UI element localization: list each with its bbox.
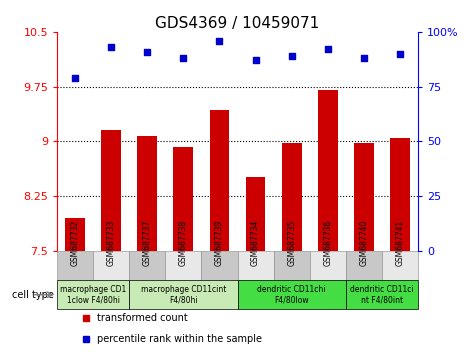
Bar xyxy=(65,218,85,251)
Bar xyxy=(57,280,129,309)
Text: GSM687740: GSM687740 xyxy=(360,219,368,266)
Bar xyxy=(310,251,346,280)
Text: GSM687734: GSM687734 xyxy=(251,219,260,266)
Bar xyxy=(129,251,165,280)
Bar xyxy=(173,147,193,251)
Text: GSM687737: GSM687737 xyxy=(143,219,152,266)
Text: GSM687732: GSM687732 xyxy=(71,219,79,266)
Text: macrophage CD11cint
F4/80hi: macrophage CD11cint F4/80hi xyxy=(141,285,226,304)
Bar xyxy=(346,251,382,280)
Bar xyxy=(201,251,238,280)
Text: dendritic CD11ci
nt F4/80int: dendritic CD11ci nt F4/80int xyxy=(350,285,414,304)
Point xyxy=(71,75,79,81)
Text: GSM687735: GSM687735 xyxy=(287,219,296,266)
Text: GSM687733: GSM687733 xyxy=(107,219,115,266)
Text: GSM687736: GSM687736 xyxy=(323,219,332,266)
Text: cell type: cell type xyxy=(11,290,53,300)
Bar xyxy=(238,280,346,309)
Text: percentile rank within the sample: percentile rank within the sample xyxy=(97,333,262,344)
Point xyxy=(143,49,151,55)
Bar xyxy=(238,251,274,280)
Point xyxy=(324,47,332,52)
Bar xyxy=(246,177,266,251)
Bar xyxy=(346,280,418,309)
Point xyxy=(107,44,115,50)
Text: dendritic CD11chi
F4/80low: dendritic CD11chi F4/80low xyxy=(257,285,326,304)
Bar xyxy=(390,138,410,251)
Text: macrophage CD1
1clow F4/80hi: macrophage CD1 1clow F4/80hi xyxy=(60,285,126,304)
Bar xyxy=(57,251,93,280)
Bar xyxy=(129,280,238,309)
Bar xyxy=(382,251,418,280)
Text: GSM687739: GSM687739 xyxy=(215,219,224,266)
Bar xyxy=(93,251,129,280)
Bar xyxy=(101,131,121,251)
Bar xyxy=(354,143,374,251)
Title: GDS4369 / 10459071: GDS4369 / 10459071 xyxy=(155,16,320,31)
Point xyxy=(288,53,295,59)
Point xyxy=(360,55,368,61)
Text: GSM687738: GSM687738 xyxy=(179,219,188,266)
Point xyxy=(216,38,223,44)
Bar xyxy=(282,143,302,251)
Point xyxy=(252,57,259,63)
Bar xyxy=(318,90,338,251)
Point xyxy=(180,55,187,61)
Bar xyxy=(274,251,310,280)
Bar xyxy=(209,110,229,251)
Bar xyxy=(137,136,157,251)
Text: transformed count: transformed count xyxy=(97,313,188,322)
Text: GSM687741: GSM687741 xyxy=(396,219,404,266)
Bar xyxy=(165,251,201,280)
Point xyxy=(396,51,404,57)
